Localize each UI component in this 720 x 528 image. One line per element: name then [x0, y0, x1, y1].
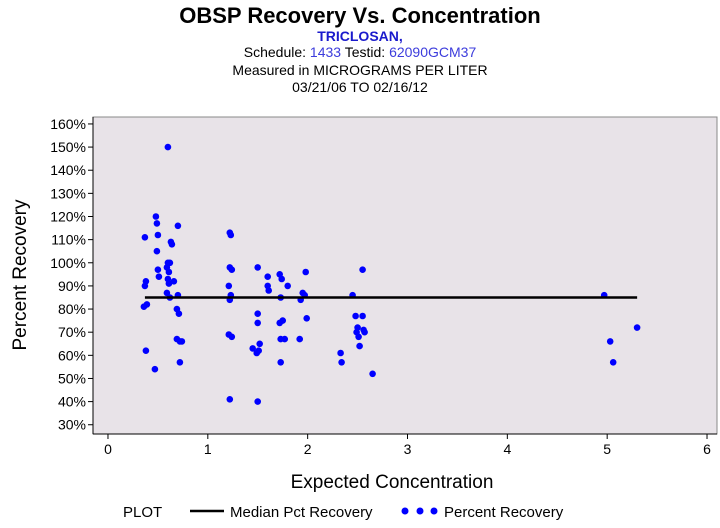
- data-point: [153, 247, 161, 255]
- data-point: [361, 328, 368, 336]
- data-point: [359, 312, 366, 320]
- y-tick-label: 130%: [50, 185, 86, 201]
- legend-median-label: Median Pct Recovery: [230, 504, 373, 521]
- data-point: [226, 396, 234, 403]
- x-axis-ticks: 0 1 2 3 4 5 6: [104, 434, 711, 457]
- data-point: [606, 338, 614, 345]
- y-tick-label: 100%: [50, 255, 86, 271]
- legend-point-swatch-1: [401, 507, 409, 515]
- schedule-label: Schedule:: [243, 44, 307, 60]
- data-point: [228, 333, 236, 341]
- data-point: [176, 359, 184, 366]
- y-tick-label: 70%: [58, 324, 86, 340]
- testid-value: 62090GCM37: [389, 44, 477, 60]
- legend-points-label: Percent Recovery: [444, 504, 564, 521]
- data-point: [165, 268, 173, 276]
- data-point: [281, 335, 289, 343]
- data-point: [354, 324, 361, 331]
- data-point: [277, 359, 285, 366]
- data-point: [254, 310, 261, 318]
- data-points: [140, 143, 641, 405]
- y-tick-label: 140%: [50, 162, 86, 178]
- y-tick-label: 90%: [58, 278, 86, 294]
- data-point: [164, 143, 172, 151]
- data-point: [256, 340, 264, 348]
- y-tick-label: 150%: [50, 139, 86, 155]
- data-point: [279, 317, 287, 324]
- x-tick-label: 2: [304, 441, 312, 457]
- data-point: [153, 220, 161, 227]
- data-point: [152, 213, 160, 220]
- x-tick-label: 6: [703, 441, 711, 457]
- data-point: [175, 310, 183, 318]
- y-tick-label: 40%: [58, 394, 86, 410]
- data-point: [154, 231, 162, 239]
- y-tick-label: 50%: [58, 370, 86, 386]
- data-point: [151, 365, 159, 373]
- testid-label: Testid:: [344, 44, 386, 60]
- data-point: [228, 266, 236, 274]
- data-point: [278, 275, 286, 283]
- data-point: [284, 282, 292, 290]
- data-point: [168, 241, 176, 248]
- data-point: [178, 338, 186, 345]
- x-tick-label: 5: [603, 441, 611, 457]
- schedule-line: Schedule: 1433 Testid: 62090GCM37: [0, 44, 720, 60]
- data-point: [253, 349, 260, 357]
- data-point: [254, 398, 261, 405]
- data-point: [338, 359, 345, 366]
- data-point: [265, 287, 273, 294]
- data-point: [165, 280, 173, 287]
- data-point: [249, 345, 256, 352]
- schedule-value: 1433: [309, 44, 342, 60]
- y-tick-label: 60%: [58, 347, 86, 363]
- data-point: [155, 273, 163, 281]
- y-tick-label: 160%: [50, 116, 86, 132]
- data-point: [302, 268, 310, 276]
- chart-title: OBSP Recovery Vs. Concentration: [179, 3, 541, 28]
- data-point: [174, 222, 182, 230]
- chart-subtitle: TRICLOSAN,: [317, 28, 403, 44]
- y-tick-label: 80%: [58, 301, 86, 317]
- y-axis-label: Percent Recovery: [10, 199, 31, 351]
- data-point: [633, 324, 641, 331]
- data-point: [355, 333, 362, 341]
- data-point: [227, 231, 235, 239]
- data-point: [264, 273, 272, 281]
- data-point: [254, 319, 261, 327]
- data-point: [225, 282, 233, 290]
- data-point: [352, 312, 359, 320]
- data-point: [296, 335, 304, 343]
- y-tick-label: 120%: [50, 208, 86, 224]
- data-point: [170, 278, 178, 285]
- data-point: [303, 315, 311, 322]
- y-tick-label: 110%: [51, 232, 86, 248]
- data-point: [154, 266, 162, 274]
- x-axis-label: Expected Concentration: [291, 472, 494, 493]
- data-point: [609, 359, 617, 366]
- y-tick-label: 30%: [58, 417, 86, 433]
- data-point: [143, 301, 151, 308]
- data-point: [359, 266, 366, 274]
- x-tick-label: 4: [503, 441, 511, 457]
- data-point: [254, 264, 261, 271]
- plot-area: [92, 116, 718, 435]
- data-point: [141, 282, 149, 290]
- data-point: [142, 347, 150, 355]
- x-tick-label: 1: [204, 441, 212, 457]
- data-point: [369, 370, 376, 378]
- data-point: [141, 234, 149, 241]
- units-line: Measured in MICROGRAMS PER LITER: [232, 62, 488, 78]
- data-point: [337, 349, 344, 357]
- date-range: 03/21/06 TO 02/16/12: [292, 79, 428, 95]
- legend-plot-label: PLOT: [123, 504, 163, 521]
- x-tick-label: 0: [104, 441, 112, 457]
- data-point: [356, 342, 363, 350]
- x-tick-label: 3: [404, 441, 412, 457]
- legend-point-swatch-3: [430, 507, 438, 515]
- y-axis-ticks: 30% 40% 50% 60% 70% 80% 90% 100% 110% 120% 130% 140…: [50, 116, 93, 433]
- legend-point-swatch-2: [416, 507, 424, 515]
